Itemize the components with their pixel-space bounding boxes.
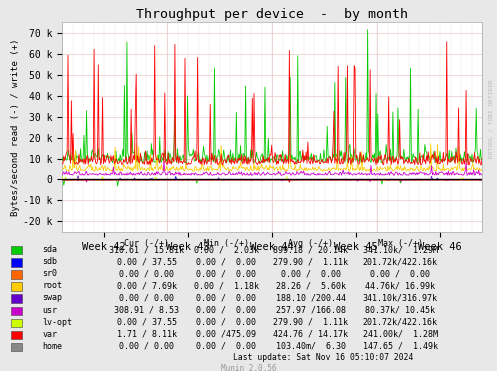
Text: Munin 2.0.56: Munin 2.0.56 (221, 364, 276, 371)
Text: 279.90 /  1.11k: 279.90 / 1.11k (273, 318, 348, 327)
Text: Last update: Sat Nov 16 05:10:07 2024: Last update: Sat Nov 16 05:10:07 2024 (233, 353, 413, 362)
Text: 0.00 /  0.00: 0.00 / 0.00 (196, 342, 256, 351)
Text: 308.91 / 8.53: 308.91 / 8.53 (114, 306, 179, 315)
Text: 0.00 /  0.00: 0.00 / 0.00 (196, 306, 256, 315)
Text: Avg (-/+): Avg (-/+) (288, 239, 333, 248)
Text: root: root (42, 281, 62, 290)
Text: 0.00 /  1.18k: 0.00 / 1.18k (194, 281, 258, 290)
Bar (11, 331, 22, 339)
Text: 341.10k/  1.29M: 341.10k/ 1.29M (363, 245, 437, 254)
Title: Throughput per device  -  by month: Throughput per device - by month (136, 8, 408, 21)
Text: 0.00 / 7.69k: 0.00 / 7.69k (117, 281, 176, 290)
Text: 341.10k/316.97k: 341.10k/316.97k (363, 293, 437, 302)
Text: 0.00 / 0.00: 0.00 / 0.00 (119, 293, 174, 302)
Bar (11, 282, 22, 291)
Text: 201.72k/422.16k: 201.72k/422.16k (363, 318, 437, 327)
Text: 310.61 / 15.81k: 310.61 / 15.81k (109, 245, 184, 254)
Text: usr: usr (42, 306, 57, 315)
Text: swap: swap (42, 293, 62, 302)
Text: Min (-/+): Min (-/+) (204, 239, 248, 248)
Text: 0.00 /  0.00: 0.00 / 0.00 (370, 269, 430, 278)
Text: Max (-/+): Max (-/+) (378, 239, 422, 248)
Text: 188.10 /200.44: 188.10 /200.44 (276, 293, 345, 302)
Text: 241.00k/  1.28M: 241.00k/ 1.28M (363, 330, 437, 339)
Bar (11, 343, 22, 351)
Bar (11, 319, 22, 327)
Text: sdb: sdb (42, 257, 57, 266)
Text: sr0: sr0 (42, 269, 57, 278)
Text: Cur (-/+): Cur (-/+) (124, 239, 169, 248)
Text: lv-opt: lv-opt (42, 318, 72, 327)
Bar (11, 306, 22, 315)
Text: 0.00 /  2.03k: 0.00 / 2.03k (194, 245, 258, 254)
Text: 103.40m/  6.30: 103.40m/ 6.30 (276, 342, 345, 351)
Text: 0.00 / 37.55: 0.00 / 37.55 (117, 318, 176, 327)
Text: home: home (42, 342, 62, 351)
Text: 0.00 /  0.00: 0.00 / 0.00 (196, 269, 256, 278)
Text: 257.97 /166.08: 257.97 /166.08 (276, 306, 345, 315)
Text: 0.00 / 0.00: 0.00 / 0.00 (119, 342, 174, 351)
Bar (11, 246, 22, 255)
Text: 147.65 /  1.49k: 147.65 / 1.49k (363, 342, 437, 351)
Text: 0.00 /  0.00: 0.00 / 0.00 (196, 318, 256, 327)
Text: 424.76 / 14.17k: 424.76 / 14.17k (273, 330, 348, 339)
Text: 0.00 /  0.00: 0.00 / 0.00 (281, 269, 340, 278)
Text: sda: sda (42, 245, 57, 254)
Text: 0.00 / 0.00: 0.00 / 0.00 (119, 269, 174, 278)
Text: 0.00 /  0.00: 0.00 / 0.00 (196, 293, 256, 302)
Text: 0.00 /475.09: 0.00 /475.09 (196, 330, 256, 339)
Bar (11, 295, 22, 303)
Text: 201.72k/422.16k: 201.72k/422.16k (363, 257, 437, 266)
Text: 0.00 /  0.00: 0.00 / 0.00 (196, 257, 256, 266)
Text: 279.90 /  1.11k: 279.90 / 1.11k (273, 257, 348, 266)
Text: 0.00 / 37.55: 0.00 / 37.55 (117, 257, 176, 266)
Text: 44.76k/ 16.99k: 44.76k/ 16.99k (365, 281, 435, 290)
Text: 28.26 /  5.60k: 28.26 / 5.60k (276, 281, 345, 290)
Text: 80.37k/ 10.45k: 80.37k/ 10.45k (365, 306, 435, 315)
Bar (11, 258, 22, 266)
Y-axis label: Bytes/second read (-) / write (+): Bytes/second read (-) / write (+) (11, 38, 20, 216)
Text: 899.18 / 20.14k: 899.18 / 20.14k (273, 245, 348, 254)
Text: var: var (42, 330, 57, 339)
Text: 1.71 / 8.11k: 1.71 / 8.11k (117, 330, 176, 339)
Bar (11, 270, 22, 279)
Text: RDTOOL / TOBI OETIKER: RDTOOL / TOBI OETIKER (488, 79, 493, 158)
